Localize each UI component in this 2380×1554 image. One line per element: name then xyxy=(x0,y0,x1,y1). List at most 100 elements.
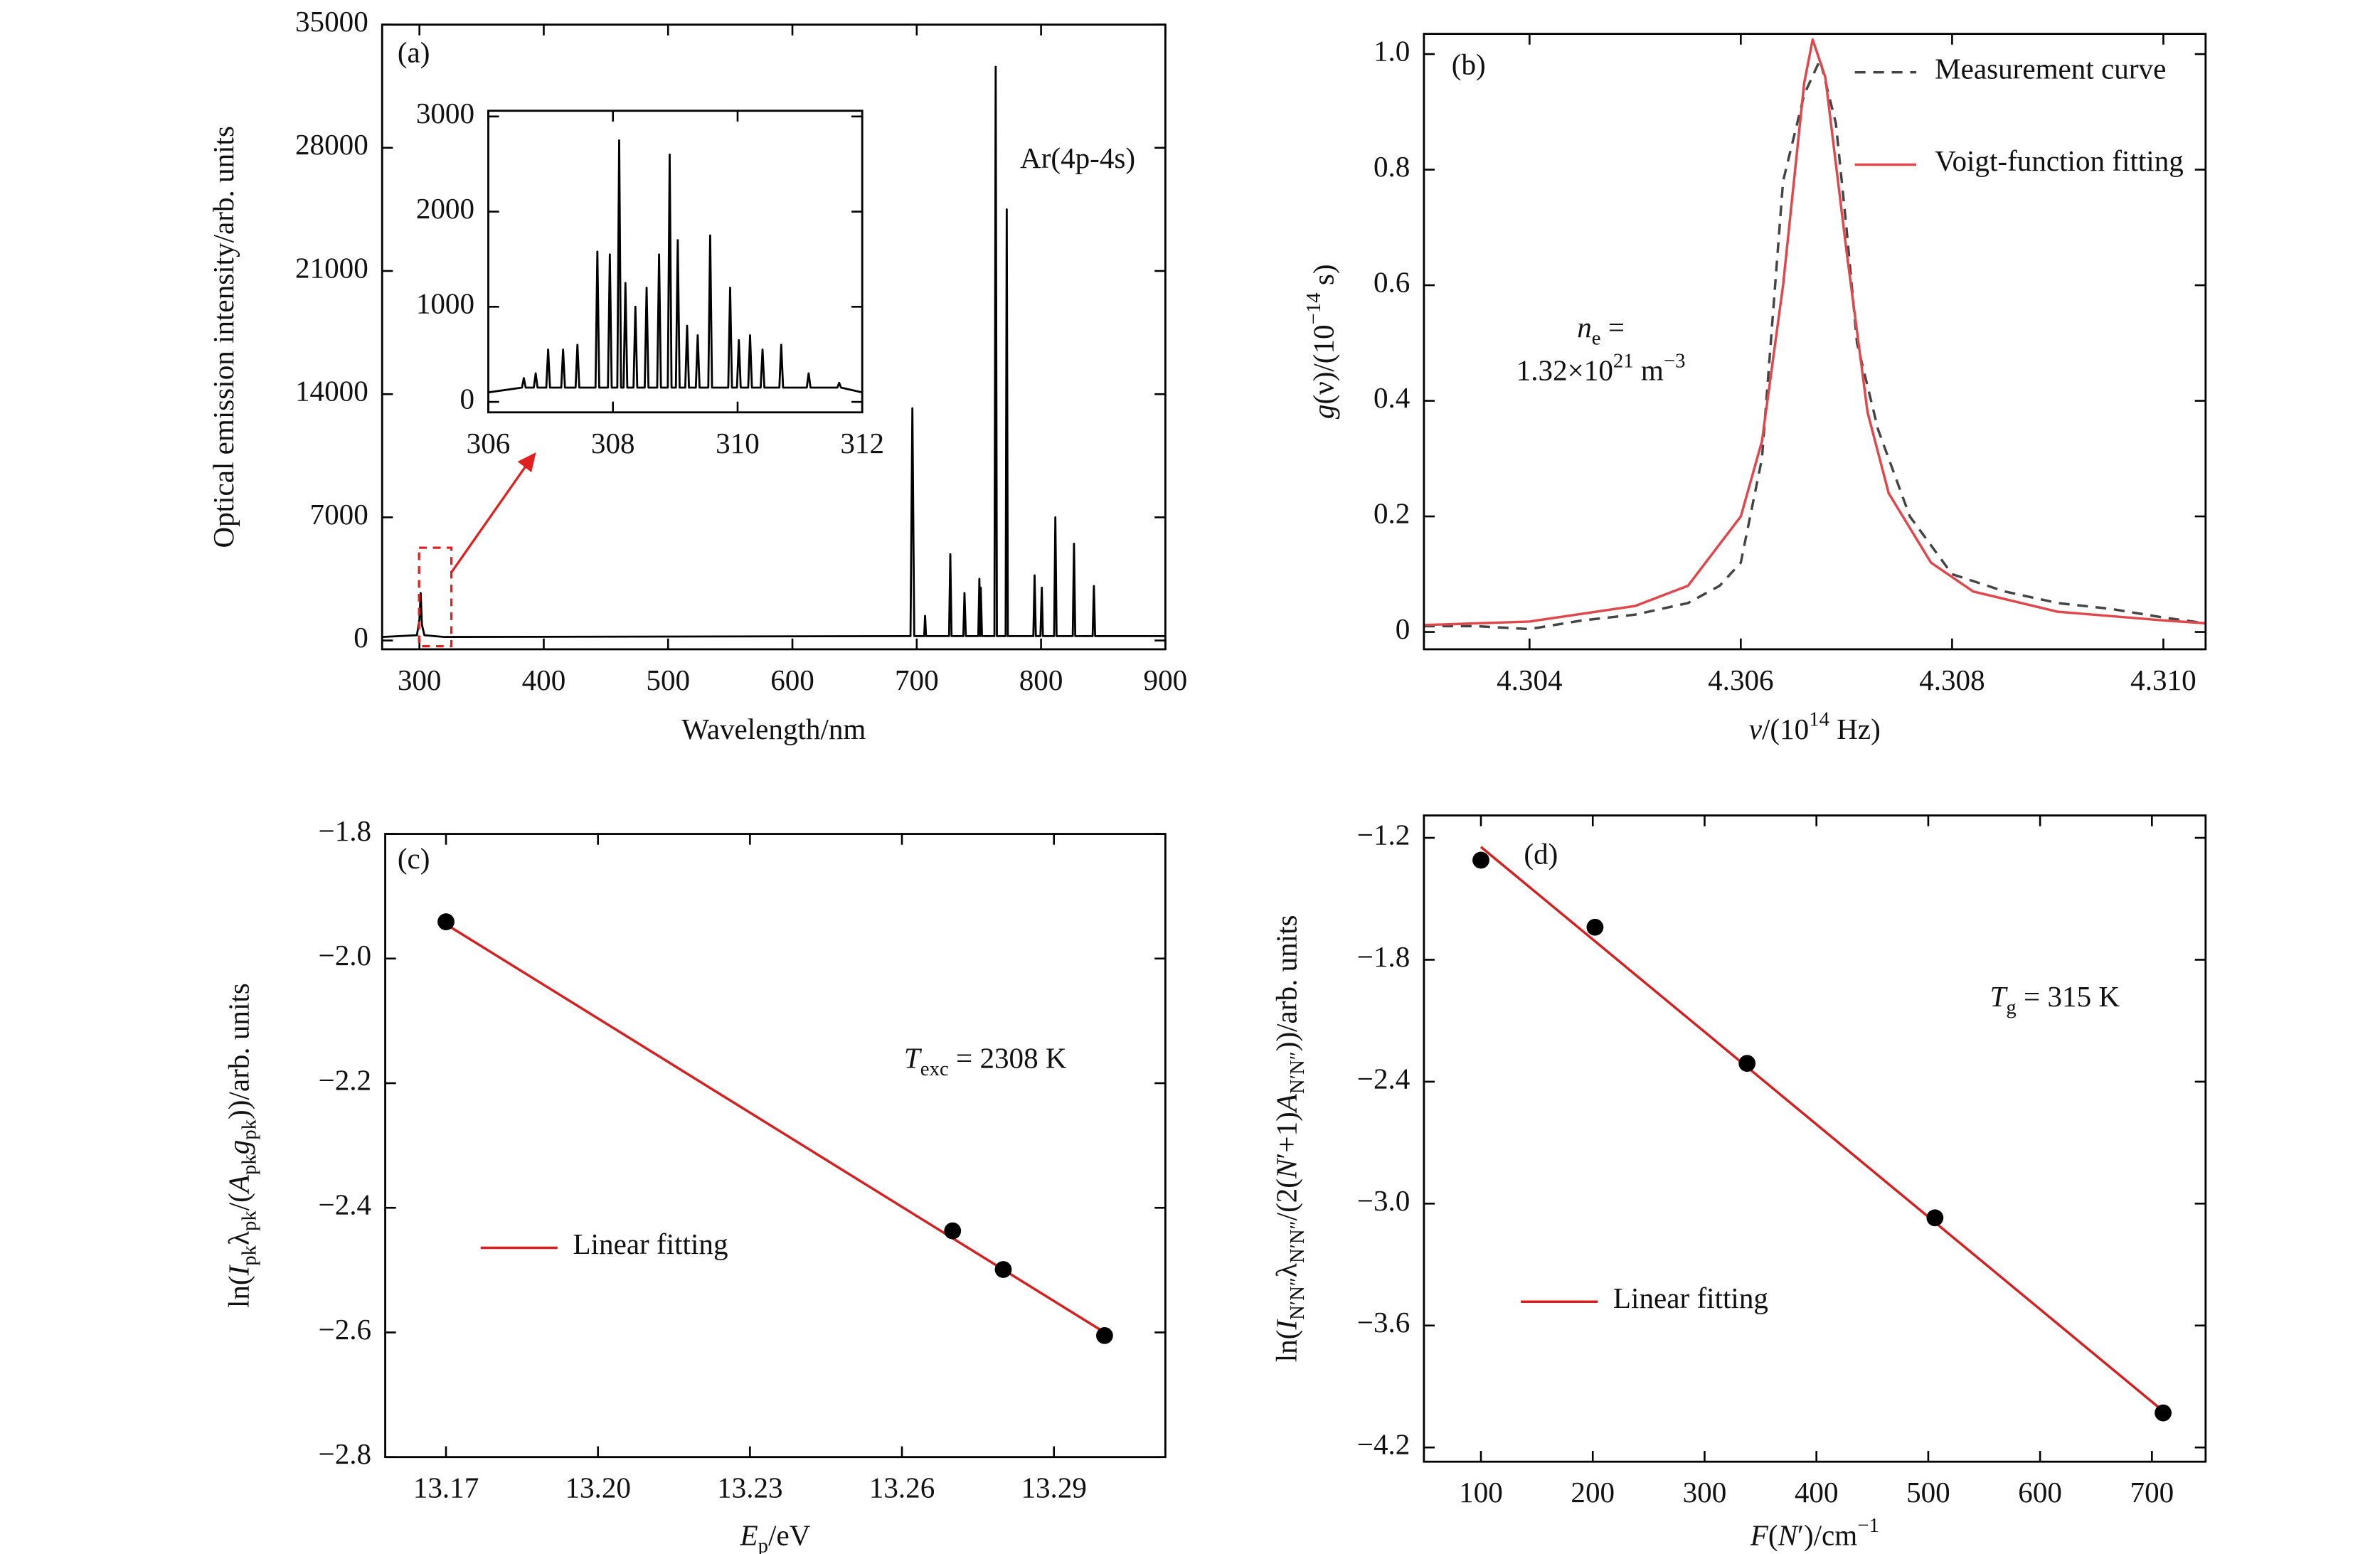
text-part: ln( xyxy=(223,1275,255,1308)
y-tick-label: −3.0 xyxy=(1357,1184,1411,1217)
y-tick-label: 14000 xyxy=(295,375,368,408)
x-tick-label: 400 xyxy=(522,664,566,696)
text-part: ν xyxy=(1749,713,1763,745)
y-tick-label: 0 xyxy=(354,621,368,654)
text-part: pk xyxy=(238,1245,260,1265)
text-part: m xyxy=(1634,354,1664,387)
y-tick-label: −2.8 xyxy=(319,1437,372,1470)
text-part: = xyxy=(1601,312,1625,344)
x-tick-label: 500 xyxy=(646,664,690,696)
text-part: 1.32×10 xyxy=(1516,354,1613,387)
annotation: ne = xyxy=(1577,312,1625,350)
line xyxy=(1479,846,2167,1414)
y-tick-label: 0.2 xyxy=(1374,496,1410,529)
legend-entry: Linear fitting xyxy=(1613,1283,1768,1315)
y-tick-label: 28000 xyxy=(295,128,368,161)
y-tick-label: 0.4 xyxy=(1374,381,1410,414)
y-tick-label: −2.6 xyxy=(319,1313,372,1346)
series-group xyxy=(488,139,863,394)
text-part: Ar(4p-4s) xyxy=(1020,142,1135,175)
x-axis-label: F(N′)/cm−1 xyxy=(1750,1514,1879,1552)
x-tick-label: 308 xyxy=(591,427,635,459)
x-tick-label: 306 xyxy=(467,427,511,459)
y-axis-label: Optical emission intensity/arb. units xyxy=(207,126,240,548)
y-tick-label: 2000 xyxy=(416,192,474,225)
point xyxy=(1738,1055,1756,1073)
x-tick-label: 13.20 xyxy=(565,1471,630,1504)
x-tick-label: 4.304 xyxy=(1497,664,1562,696)
text-part: exc xyxy=(920,1058,949,1080)
line xyxy=(445,923,1105,1334)
text-part: pk xyxy=(238,1210,260,1231)
y-tick-label: 0 xyxy=(459,383,474,415)
series-group xyxy=(1479,846,2167,1414)
y-tick-label: −1.8 xyxy=(1357,940,1411,973)
x-tick-label: 13.29 xyxy=(1021,1471,1086,1504)
y-tick-label: −3.6 xyxy=(1357,1306,1411,1339)
x-tick-label: 13.26 xyxy=(869,1471,935,1504)
y-tick-label: 1.0 xyxy=(1374,34,1410,67)
text-part: ln( xyxy=(1270,1330,1303,1363)
text-part: 14 xyxy=(1809,708,1829,730)
text-part: /( xyxy=(223,1193,255,1210)
x-tick-label: 13.17 xyxy=(413,1471,479,1504)
point xyxy=(1586,918,1604,936)
annotation: Tg = 315 K xyxy=(1990,981,2120,1019)
text-part: T xyxy=(1990,981,2009,1013)
text-part: pk xyxy=(238,1154,260,1175)
text-part: ′+1) xyxy=(1270,1112,1303,1159)
text-part: /(10 xyxy=(1762,713,1809,745)
y-tick-label: 0 xyxy=(1396,612,1411,645)
series-group xyxy=(382,65,1166,639)
text-part: pk xyxy=(238,1119,260,1139)
text-part: N xyxy=(1270,1157,1303,1179)
text-part: g xyxy=(223,1140,255,1155)
text-part: I xyxy=(1270,1319,1303,1331)
legend-entry: Voigt-function fitting xyxy=(1935,146,2184,179)
x-tick-label: 400 xyxy=(1795,1476,1839,1508)
panel-label: (d) xyxy=(1524,837,1558,870)
zoom-box xyxy=(418,546,453,648)
x-tick-label: 600 xyxy=(2018,1476,2062,1508)
text-part: p xyxy=(758,1534,768,1554)
x-tick-label: 13.23 xyxy=(717,1471,782,1504)
y-tick-label: 3000 xyxy=(416,97,474,129)
text-part: E xyxy=(740,1519,758,1552)
text-part: −1 xyxy=(1857,1514,1879,1537)
text-part: −3 xyxy=(1664,349,1686,372)
panel: 4.304 4.306 4.308 4.310 0 0.2 0.4 0.6 0.8 1.0 Meas… xyxy=(1302,33,2207,745)
text-part: λ xyxy=(223,1231,255,1245)
text-part: A xyxy=(1270,1093,1303,1114)
legend-entry: Linear fitting xyxy=(573,1230,728,1262)
y-tick-label: 0.6 xyxy=(1374,265,1410,298)
panel-label: (c) xyxy=(398,842,430,875)
x-tick-label: 300 xyxy=(398,664,442,696)
text-part: (ν)/(10 xyxy=(1307,324,1340,404)
x-tick-label: 600 xyxy=(770,664,814,696)
x-axis-label: ν/(1014 Hz) xyxy=(1749,708,1881,745)
x-tick-label: 500 xyxy=(1906,1476,1950,1508)
panel: 306 308 310 312 0 1000 2000 3000 xyxy=(416,97,884,459)
point xyxy=(437,913,455,930)
x-tick-label: 700 xyxy=(895,664,939,696)
text-part: g xyxy=(1307,405,1340,420)
frame xyxy=(1423,33,2207,651)
legend-label: Voigt-function fitting xyxy=(1935,146,2184,179)
text-part: λ xyxy=(1270,1263,1303,1277)
plot-area xyxy=(385,834,1166,1457)
x-tick-label: 700 xyxy=(2130,1476,2174,1508)
y-axis-label: ln(Ipkλpk/(Apkgpk))/arb. units xyxy=(223,983,261,1308)
text-part: e xyxy=(1592,326,1601,349)
annotation: 1.32×1021 m−3 xyxy=(1516,349,1686,387)
point xyxy=(2155,1404,2172,1422)
x-axis-label: Wavelength/nm xyxy=(681,713,866,745)
x-tick-label: 4.310 xyxy=(2130,664,2196,696)
text-part: s) xyxy=(1307,264,1340,292)
y-tick-label: −2.4 xyxy=(319,1188,372,1221)
text-part: I xyxy=(223,1264,255,1276)
text-part: n xyxy=(1577,312,1592,344)
legend-label: Measurement curve xyxy=(1935,53,2167,87)
line xyxy=(1423,38,2206,627)
plot-area xyxy=(1423,33,2206,649)
